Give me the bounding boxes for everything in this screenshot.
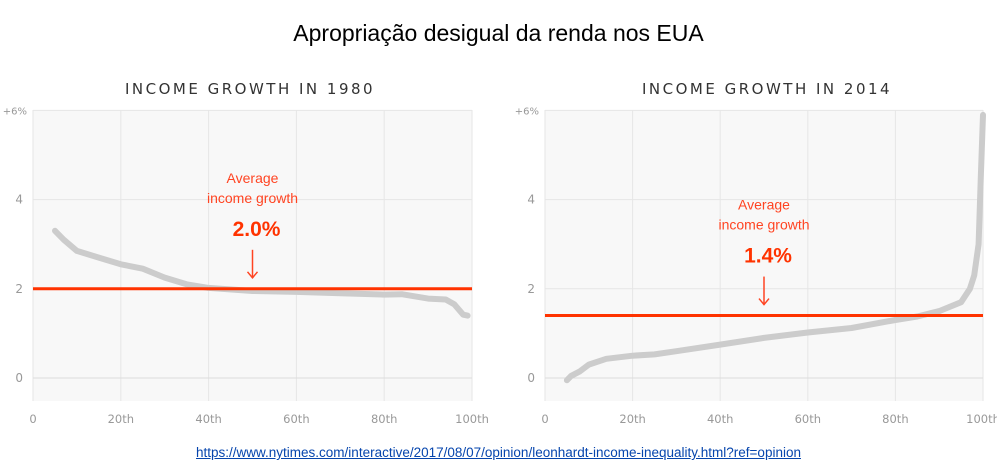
chart-title-1980: INCOME GROWTH IN 1980 [125,80,376,98]
chart-0-x-tick-label: 20th [108,412,134,426]
chart-1-annotation-line1: Average [738,197,790,213]
chart-1-x-tick-label: 40th [707,412,733,426]
chart-0-y-tick-label: 2 [15,282,23,296]
chart-0-y-tick-label: 4 [15,193,23,207]
chart-0-annotation-line2: income growth [207,190,298,206]
chart-1-average-value: 1.4% [744,245,792,268]
chart-0-x-tick-label: 40th [195,412,221,426]
chart-1-x-tick-label: 60th [795,412,821,426]
page-title: Apropriação desigual da renda nos EUA [293,20,704,46]
chart-1-plot-area [545,110,983,401]
source-link[interactable]: https://www.nytimes.com/interactive/2017… [196,445,801,460]
chart-1-y-tick-label: 2 [527,282,535,296]
chart-1-y-tick-label: 0 [527,371,535,385]
chart-1-annotation-line2: income growth [718,217,809,233]
chart-1-x-tick-label: 0 [541,412,548,426]
chart-0-y-tick-label: 0 [15,371,23,385]
chart-0-arrow-head-icon [246,271,259,279]
chart-1-x-tick-label: 20th [619,412,645,426]
chart-1-arrow-head-icon [758,298,770,306]
chart-0-y-tick-label: +6% [3,106,27,117]
chart-0-annotation-line1: Average [227,170,279,186]
chart-0-x-tick-label: 60th [283,412,309,426]
chart-1-y-tick-label: +6% [515,106,539,117]
chart-1-x-tick-label: 100th [966,412,997,426]
chart-0-average-value: 2.0% [233,218,281,241]
chart-1-growth-curve [563,111,986,384]
chart-0-x-tick-label: 0 [29,412,36,426]
chart-0-growth-curve [52,227,471,319]
chart-0-x-tick-label: 80th [371,412,397,426]
chart-0-x-tick-label: 100th [455,412,489,426]
chart-1-y-tick-label: 4 [527,193,535,207]
chart-title-2014: INCOME GROWTH IN 2014 [642,80,893,98]
chart-1-x-tick-label: 80th [882,412,908,426]
